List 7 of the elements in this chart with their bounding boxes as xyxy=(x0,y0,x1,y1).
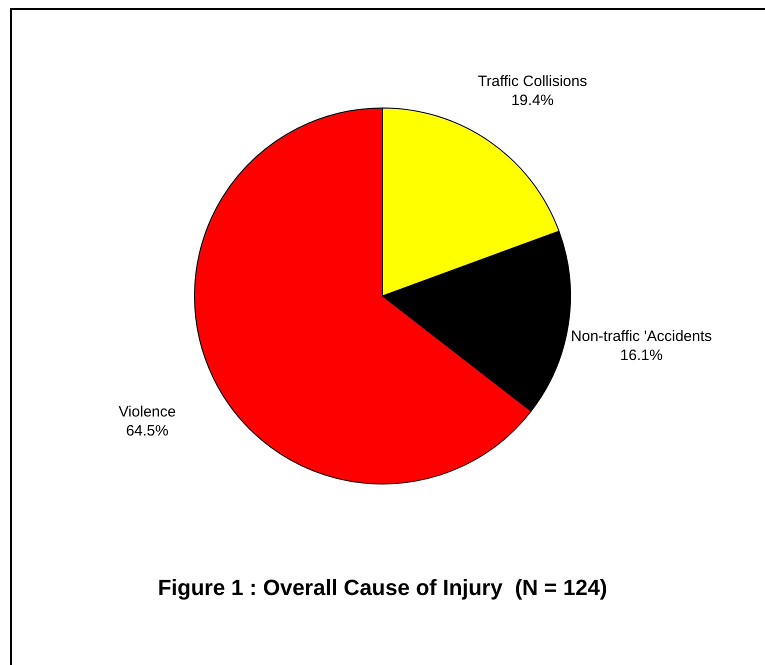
data-label: 19.4% xyxy=(511,92,554,110)
slice-label: Traffic Collisions xyxy=(478,73,588,90)
data-label: 64.5% xyxy=(126,422,168,440)
slice-label: Non-traffic 'Accidents xyxy=(570,328,712,346)
slice-label: Violence xyxy=(118,403,176,420)
data-label: 16.1% xyxy=(620,347,663,364)
text: Figure 1 : Overall Cause of Injury (N = 124) xyxy=(156,575,608,601)
